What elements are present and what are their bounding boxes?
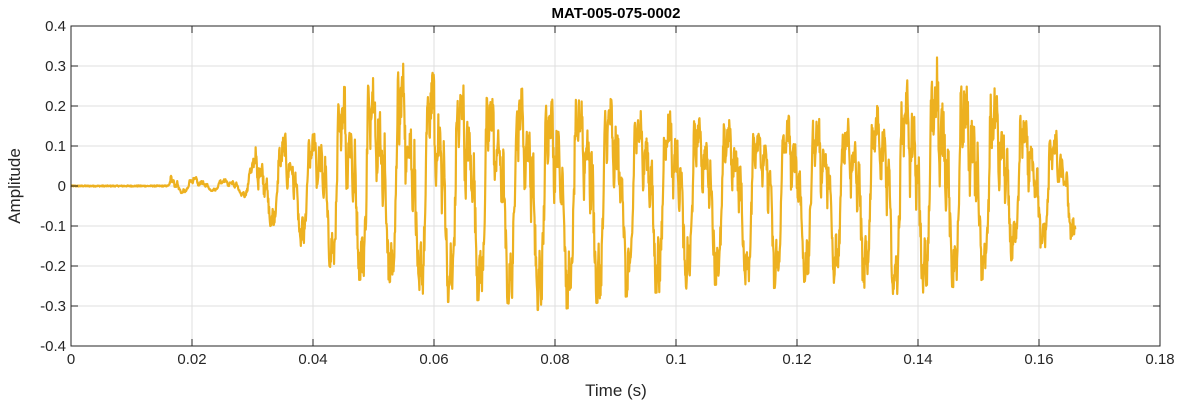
x-tick-label: 0.14 [903, 351, 932, 368]
x-axis-label: Time (s) [585, 381, 647, 400]
y-tick-label: -0.3 [40, 298, 66, 315]
x-axis-tick-labels: 0 0.02 0.04 0.06 0.08 0.1 0.12 0.14 0.16 0.18 [67, 351, 1175, 368]
x-tick-label: 0.12 [782, 351, 811, 368]
y-tick-label: 0.4 [45, 18, 66, 35]
x-tick-label: 0.1 [666, 351, 687, 368]
x-tick-label: 0.16 [1024, 351, 1053, 368]
plot-area [70, 25, 1161, 347]
y-tick-label: 0 [58, 178, 66, 195]
y-axis-tick-labels: -0.4 -0.3 -0.2 -0.1 0 0.1 0.2 0.3 0.4 [40, 18, 66, 355]
x-tick-label: 0 [67, 351, 75, 368]
x-tick-label: 0.02 [177, 351, 206, 368]
axis-ticks [70, 25, 1161, 347]
y-tick-label: -0.1 [40, 218, 66, 235]
y-tick-label: 0.1 [45, 138, 66, 155]
x-tick-label: 0.08 [540, 351, 569, 368]
x-tick-label: 0.18 [1145, 351, 1174, 368]
chart-title: MAT-005-075-0002 [552, 5, 681, 22]
y-tick-label: 0.2 [45, 98, 66, 115]
waveform-series [70, 56, 1077, 312]
y-tick-label: -0.2 [40, 258, 66, 275]
x-tick-label: 0.06 [419, 351, 448, 368]
x-tick-label: 0.04 [298, 351, 327, 368]
y-tick-label: 0.3 [45, 58, 66, 75]
waveform-line [70, 56, 1077, 312]
y-tick-label: -0.4 [40, 338, 66, 355]
y-axis-label: Amplitude [5, 148, 24, 224]
